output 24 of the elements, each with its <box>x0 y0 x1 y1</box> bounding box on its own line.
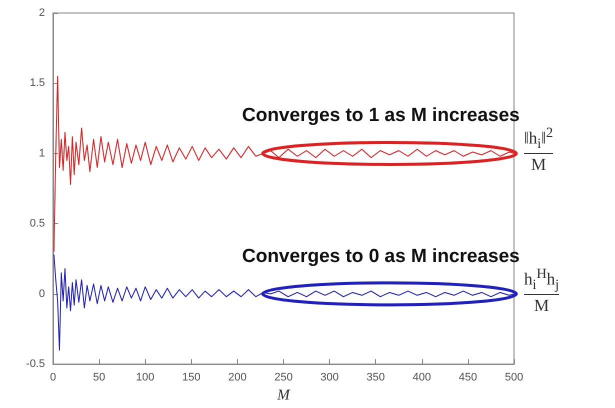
x-axis-title: M <box>276 388 292 404</box>
x-tick-label: 400 <box>412 372 431 384</box>
x-tick-label: 250 <box>274 372 293 384</box>
y-tick-label: 2 <box>38 7 45 19</box>
x-tick-label: 100 <box>136 372 154 384</box>
text: h$_{i}$$^{H}$h$_{j}$ <box>524 266 560 294</box>
y-tick-label: -0.5 <box>26 358 45 370</box>
text: M <box>532 296 550 316</box>
y-tick-label: 1.5 <box>30 77 45 90</box>
x-tick-label: 350 <box>366 372 385 384</box>
x-tick-label: 150 <box>182 372 200 384</box>
annotation: Converges to 1 as M increases <box>242 105 520 128</box>
text: M <box>530 155 548 176</box>
x-tick-label: 50 <box>92 372 106 384</box>
x-tick-label: 200 <box>228 372 247 384</box>
annotation: Converges to 0 as M increases <box>242 246 520 268</box>
x-tick-label: 450 <box>458 372 478 384</box>
y-tick-label: 1 <box>38 147 45 160</box>
y-tick-label: 0 <box>38 288 45 300</box>
y-tick-label: 0.5 <box>30 218 45 230</box>
x-tick-label: 0 <box>50 372 56 384</box>
x-tick-label: 500 <box>504 372 524 384</box>
text: ‖h$_{i}$‖$^{2}$ <box>524 125 554 154</box>
x-tick-label: 300 <box>320 372 339 384</box>
